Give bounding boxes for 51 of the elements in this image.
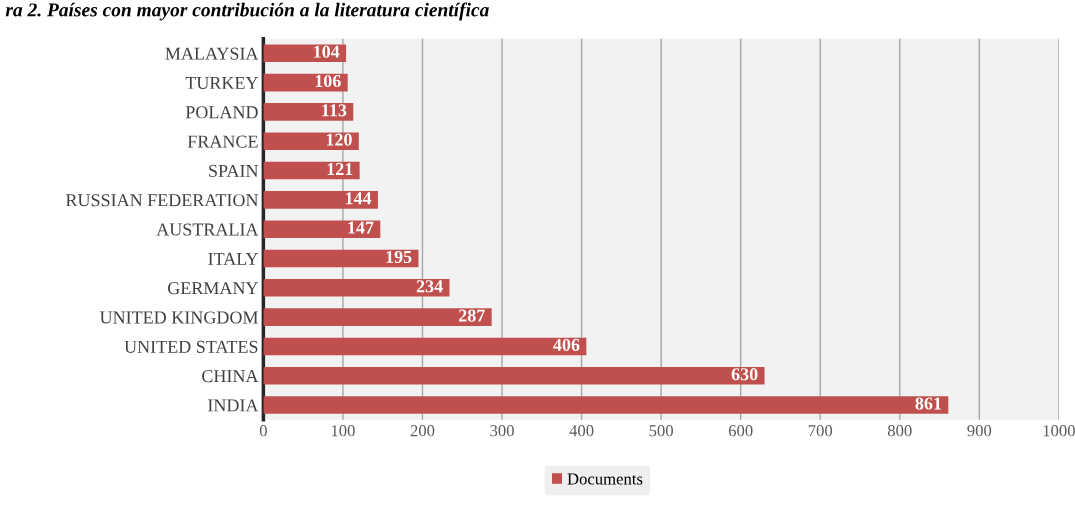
y-tick-label: TURKEY xyxy=(185,77,259,90)
bar xyxy=(263,308,492,326)
x-tick-label: 900 xyxy=(967,425,992,437)
chart-title: ra 2. Países con mayor contribución a la literatura científica xyxy=(5,2,489,21)
y-tick-label: FRANCE xyxy=(187,135,258,148)
data-label: 147 xyxy=(348,221,374,234)
data-label: 106 xyxy=(315,74,341,88)
y-tick-label: INDIA xyxy=(208,399,259,412)
bar xyxy=(263,191,378,209)
x-tick-label: 700 xyxy=(808,425,833,437)
x-tick-label: 200 xyxy=(410,425,435,437)
data-label: 104 xyxy=(314,45,340,58)
bar xyxy=(263,396,949,414)
bar xyxy=(263,220,381,238)
x-tick-label: 500 xyxy=(649,425,673,437)
x-tick-label: 0 xyxy=(259,425,267,437)
legend-label: Documents xyxy=(567,473,643,485)
x-tick-label: 100 xyxy=(331,425,355,437)
y-tick-label: ITALY xyxy=(208,252,259,265)
y-tick-label: POLAND xyxy=(185,106,258,119)
x-tick-label: 1000 xyxy=(1043,425,1075,437)
bar xyxy=(263,161,360,180)
y-tick-label: AUSTRALIA xyxy=(156,223,259,236)
bar xyxy=(263,44,347,63)
data-label: 287 xyxy=(459,309,485,322)
data-label: 234 xyxy=(416,280,443,293)
bar xyxy=(263,103,354,121)
x-tick-label: 800 xyxy=(887,425,912,437)
bar xyxy=(263,249,419,268)
y-tick-label: MALAYSIA xyxy=(165,47,259,60)
data-label: 120 xyxy=(326,133,352,146)
x-tick-label: 400 xyxy=(569,425,594,437)
bar xyxy=(263,132,359,151)
y-tick-label: UNITED KINGDOM xyxy=(99,311,258,324)
data-label: 144 xyxy=(345,192,372,205)
data-label: 113 xyxy=(322,104,347,117)
y-tick-label: CHINA xyxy=(202,370,259,383)
data-label: 195 xyxy=(386,250,412,264)
bar xyxy=(263,337,587,356)
data-label: 406 xyxy=(553,338,580,351)
y-tick-label: UNITED STATES xyxy=(124,340,258,353)
y-tick-label: SPAIN xyxy=(209,164,259,177)
x-tick-label: 300 xyxy=(490,425,514,437)
y-tick-label: RUSSIAN FEDERATION xyxy=(65,194,259,207)
y-tick-label: GERMANY xyxy=(167,282,259,295)
data-label: 861 xyxy=(915,397,941,410)
data-label: 121 xyxy=(327,162,353,175)
x-tick-label: 600 xyxy=(728,425,753,437)
bar xyxy=(263,366,765,385)
bar xyxy=(263,279,450,297)
data-label: 630 xyxy=(731,368,758,381)
